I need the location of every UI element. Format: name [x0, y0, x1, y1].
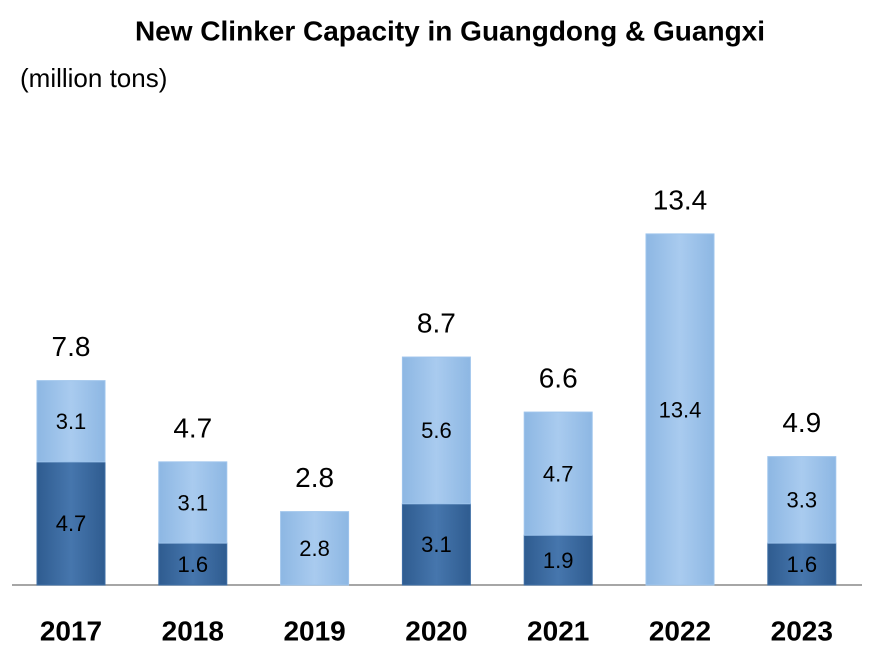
bar-segment [280, 511, 350, 586]
x-tick-label: 2021 [527, 615, 589, 646]
total-label: 2.8 [295, 462, 334, 493]
segment-label: 2.8 [299, 536, 330, 561]
segment-label: 1.9 [543, 548, 574, 573]
x-tick-label: 2017 [40, 615, 102, 646]
bar-segment [401, 356, 471, 505]
bar-segment [158, 461, 228, 544]
x-tick-label: 2020 [405, 615, 467, 646]
bar-segment [523, 411, 593, 536]
total-label: 13.4 [653, 184, 708, 215]
total-label: 6.6 [539, 362, 578, 393]
total-label: 8.7 [417, 307, 456, 338]
segment-label: 4.7 [543, 461, 574, 486]
segment-label: 5.6 [421, 418, 452, 443]
bar-segment [645, 233, 715, 586]
total-label: 4.9 [782, 407, 821, 438]
total-label: 7.8 [52, 331, 91, 362]
bar-segment [401, 503, 471, 586]
total-label: 4.7 [173, 412, 212, 443]
x-tick-label: 2022 [649, 615, 711, 646]
segment-label: 1.6 [787, 552, 818, 577]
chart-title: New Clinker Capacity in Guangdong & Guan… [135, 15, 765, 46]
segment-label: 3.1 [421, 532, 452, 557]
bar-segment [767, 456, 837, 544]
x-tick-label: 2018 [162, 615, 224, 646]
segment-label: 1.6 [178, 552, 209, 577]
segment-label: 3.1 [178, 490, 209, 515]
chart-subtitle: (million tons) [20, 63, 167, 93]
bar-segment [36, 380, 106, 463]
bar-segment [36, 461, 106, 586]
segment-label: 3.3 [787, 488, 818, 513]
segment-label: 13.4 [659, 397, 702, 422]
bar-segment [523, 534, 593, 586]
segment-label: 3.1 [56, 409, 87, 434]
segment-label: 4.7 [56, 511, 87, 536]
x-tick-label: 2019 [283, 615, 345, 646]
bar-segment [767, 542, 837, 586]
x-tick-label: 2023 [771, 615, 833, 646]
